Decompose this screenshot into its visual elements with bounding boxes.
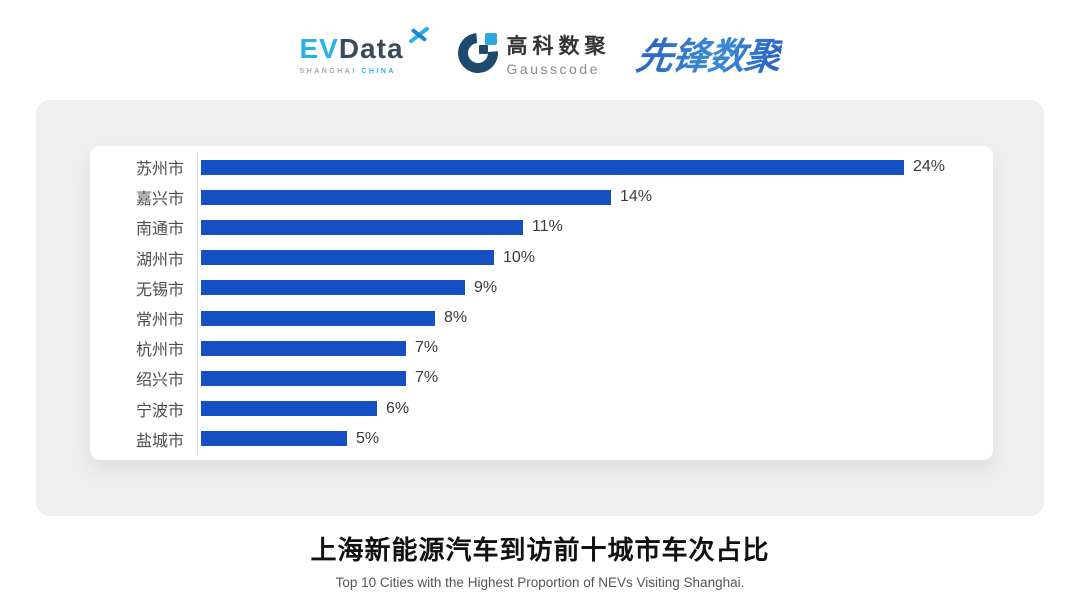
bar: [201, 310, 435, 326]
category-label: 苏州市: [135, 161, 184, 179]
evdata-data-text: Data: [338, 32, 404, 64]
value-label: 9%: [474, 278, 498, 296]
gausscode-cn-name: 高科数聚: [506, 34, 611, 58]
bar-track: 14%: [197, 188, 993, 206]
pioneer-shuju-logo: 先锋数聚: [633, 26, 785, 80]
bar: [201, 250, 494, 266]
bar: [201, 370, 406, 386]
category-label: 盐城市: [135, 432, 184, 450]
gausscode-g-icon: [449, 24, 506, 82]
category-label: 无锡市: [135, 281, 184, 299]
evdata-subtext: SHANGHAI CHINA: [299, 68, 431, 75]
bar-row: 南通市 11%: [90, 212, 993, 242]
bar-chart: 苏州市 24% 嘉兴市 14% 南通市 11% 湖州市 10% 无锡市 9% 常州市 8% 杭州市 7% 绍…: [90, 152, 993, 454]
category-label: 嘉兴市: [135, 191, 184, 209]
bar-row: 湖州市 10%: [90, 243, 993, 273]
gausscode-logo: 高科数聚 Gausscode: [449, 24, 611, 82]
bar-row: 宁波市 6%: [90, 394, 993, 424]
bar-track: 10%: [197, 249, 993, 267]
value-label: 6%: [386, 399, 410, 417]
caption-block: 上海新能源汽车到访前十城市车次占比 Top 10 Cities with the…: [0, 530, 1080, 590]
bar: [201, 219, 523, 235]
bar-track: 5%: [197, 430, 993, 448]
value-label: 14%: [620, 188, 653, 206]
bar-track: 8%: [197, 309, 993, 327]
evdata-wordmark: EV Data: [299, 25, 431, 65]
evdata-china-text: CHINA: [361, 67, 396, 75]
category-label: 南通市: [135, 221, 184, 239]
evdata-logo: EV Data SHANGHAI CHINA: [299, 25, 431, 75]
value-label: 10%: [503, 248, 536, 266]
bar-track: 9%: [197, 279, 993, 297]
bar: [201, 431, 347, 447]
bar-row: 常州市 8%: [90, 303, 993, 333]
value-label: 7%: [415, 339, 439, 357]
bar-row: 绍兴市 7%: [90, 363, 993, 393]
bar-row: 杭州市 7%: [90, 333, 993, 363]
bar-track: 7%: [197, 339, 993, 357]
bar: [201, 280, 465, 296]
chart-title: 上海新能源汽车到访前十城市车次占比: [310, 535, 770, 565]
value-label: 24%: [913, 158, 946, 176]
bar-track: 6%: [197, 400, 993, 418]
bar-track: 24%: [197, 158, 993, 176]
value-label: 8%: [444, 309, 468, 327]
evdata-shanghai-text: SHANGHAI: [299, 67, 357, 75]
gausscode-en-name: Gausscode: [506, 60, 600, 77]
bar: [201, 159, 904, 175]
chart-panel: 苏州市 24% 嘉兴市 14% 南通市 11% 湖州市 10% 无锡市 9% 常州市 8% 杭州市 7% 绍…: [36, 100, 1044, 516]
bar: [201, 401, 377, 417]
category-label: 宁波市: [135, 402, 184, 420]
bar-row: 苏州市 24%: [90, 152, 993, 182]
evdata-x-spark-icon: [406, 22, 432, 48]
bar-row: 无锡市 9%: [90, 273, 993, 303]
gausscode-text: 高科数聚 Gausscode: [507, 30, 611, 77]
category-label: 常州市: [135, 312, 184, 330]
evdata-ev-text: EV: [299, 32, 339, 64]
bar-row: 嘉兴市 14%: [90, 182, 993, 212]
y-axis-line: [197, 151, 198, 455]
bar-track: 7%: [197, 369, 993, 387]
value-label: 7%: [415, 369, 439, 387]
bar: [201, 189, 611, 205]
bar-row: 盐城市 5%: [90, 424, 993, 454]
category-label: 绍兴市: [135, 372, 184, 390]
bar: [201, 340, 406, 356]
logo-header: EV Data SHANGHAI CHINA 高科数聚 Gausscode 先锋…: [0, 22, 1080, 84]
category-label: 杭州市: [135, 342, 184, 360]
bar-track: 11%: [197, 218, 993, 236]
value-label: 11%: [532, 218, 563, 236]
category-label: 湖州市: [135, 251, 184, 269]
value-label: 5%: [356, 429, 380, 447]
chart-subtitle: Top 10 Cities with the Highest Proportio…: [335, 575, 745, 590]
chart-card: 苏州市 24% 嘉兴市 14% 南通市 11% 湖州市 10% 无锡市 9% 常州市 8% 杭州市 7% 绍…: [90, 146, 993, 460]
